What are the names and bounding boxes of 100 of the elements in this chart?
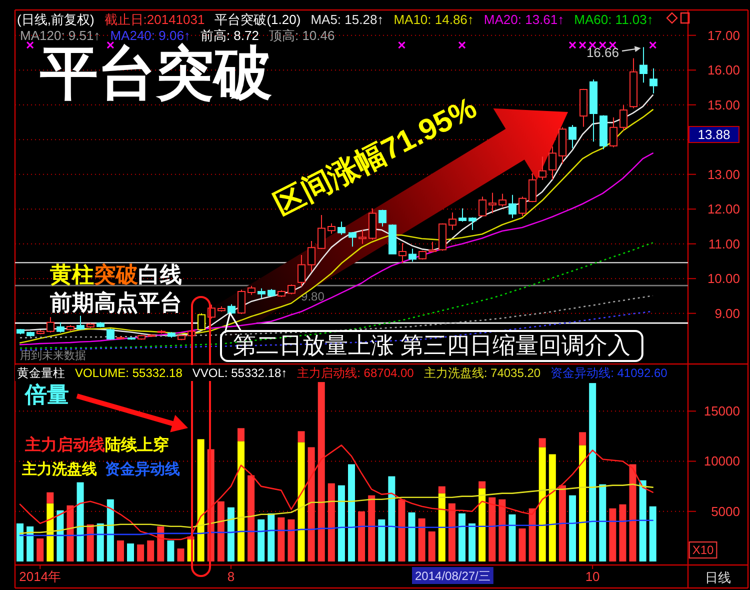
text: X10 — [692, 543, 714, 557]
candlestick — [640, 46, 648, 84]
bar — [408, 512, 416, 562]
bar — [428, 531, 436, 562]
bar — [348, 464, 355, 562]
text: 日线 — [705, 570, 731, 585]
x-tick-label: 10 — [585, 569, 600, 584]
annotation: 倍量 — [24, 382, 69, 407]
line-series — [19, 520, 654, 536]
candlestick — [298, 254, 306, 288]
annotation: 第二日放量上涨 第三四日缩量回调介入 — [233, 332, 630, 358]
candlestick — [278, 290, 286, 298]
text: 资金异动线: 41092.60 — [550, 366, 668, 380]
bar — [589, 383, 596, 562]
bar — [106, 499, 114, 562]
candlestick — [488, 192, 496, 214]
candlestick — [168, 332, 176, 338]
bar — [298, 442, 305, 562]
text: MA5: 15.28↑ — [310, 12, 384, 27]
bar — [418, 518, 426, 562]
annotation: 陆续上穿 — [105, 436, 169, 454]
candlestick — [548, 146, 556, 180]
candlestick — [358, 229, 366, 244]
bar — [649, 506, 656, 562]
candlestick — [16, 328, 24, 335]
bar — [238, 428, 245, 442]
text: VOLUME: 55332.18 — [75, 366, 183, 380]
bar — [167, 540, 174, 562]
candlestick — [538, 156, 546, 180]
text: VVOL: 55332.18↑ — [192, 366, 288, 380]
bar — [66, 505, 74, 562]
bar — [16, 523, 24, 562]
candlestick — [458, 208, 466, 222]
bar — [488, 497, 496, 562]
y-tick-label: 9.00 — [714, 306, 740, 321]
bar — [619, 504, 626, 562]
text: 主力洗盘线: 74035.20 — [424, 366, 541, 380]
bar — [478, 481, 486, 488]
bar — [76, 482, 84, 562]
candlestick — [568, 124, 576, 149]
candlestick — [228, 304, 236, 315]
bar — [248, 475, 255, 562]
candlestick — [338, 221, 346, 236]
bar — [579, 432, 586, 446]
bar — [498, 499, 506, 562]
candlestick — [328, 222, 336, 234]
bar — [568, 495, 576, 562]
bar — [599, 484, 606, 562]
candlestick — [418, 250, 426, 260]
text: MA20: 13.61↑ — [484, 12, 564, 27]
bar — [288, 519, 295, 562]
line-series — [19, 484, 654, 534]
annotation: 前期高点平台 — [49, 290, 182, 315]
y-tick-label: 10.00 — [707, 271, 740, 286]
bar — [46, 503, 54, 562]
candlestick — [198, 312, 206, 332]
candlestick — [580, 88, 588, 128]
annotation: 用到未来数据 — [20, 349, 86, 362]
candlestick — [96, 322, 104, 328]
y-tick-label: 10000 — [704, 454, 740, 469]
annotation: (日线,前复权) — [17, 12, 94, 27]
bar — [137, 544, 144, 562]
bar — [388, 476, 396, 562]
candlestick — [318, 214, 326, 250]
candlestick — [178, 334, 186, 341]
bar — [217, 501, 224, 562]
annotation: 顶高: 10.46 — [268, 28, 335, 43]
x-tick-label: 8 — [227, 569, 235, 584]
annotation: 突破 — [93, 262, 139, 287]
chart-title: 黄金量柱 — [17, 366, 65, 380]
candlestick — [86, 322, 94, 328]
bar — [157, 526, 164, 562]
bar — [629, 464, 636, 562]
candlestick — [408, 248, 416, 262]
candlestick — [438, 222, 446, 252]
candlestick — [218, 306, 226, 312]
annotation: 主力洗盘线 — [21, 460, 97, 478]
bar — [177, 548, 184, 562]
candlestick — [26, 331, 34, 338]
bar — [438, 493, 446, 562]
candlestick — [468, 216, 476, 230]
y-tick-label: 5000 — [711, 504, 740, 519]
candlestick — [478, 196, 486, 217]
annotation: 平台突破(1.20) — [214, 12, 301, 27]
bar — [478, 488, 486, 562]
bar — [308, 447, 315, 562]
annotation: 前高: 8.72 — [200, 28, 259, 43]
candlestick — [610, 116, 618, 148]
bar — [36, 538, 44, 562]
y-tick-label: 16.00 — [707, 62, 740, 78]
bar — [116, 540, 124, 562]
candlestick — [448, 212, 456, 230]
candlestick — [268, 288, 276, 298]
bar — [448, 503, 456, 562]
bar — [127, 543, 134, 562]
bar — [639, 480, 646, 562]
bar — [358, 511, 366, 562]
candlestick — [428, 241, 436, 253]
bar — [318, 382, 325, 562]
candlestick — [238, 289, 246, 315]
